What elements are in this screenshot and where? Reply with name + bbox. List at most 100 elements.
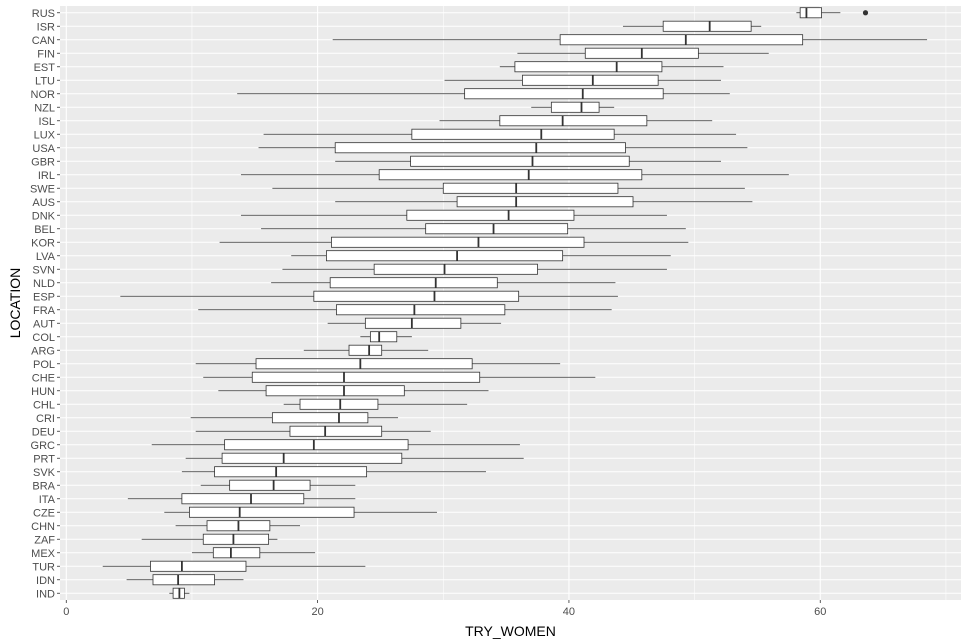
box-iqr — [799, 7, 822, 19]
y-tick-label: ZAF — [34, 534, 55, 546]
x-axis: 0 20 40 60 — [63, 600, 826, 618]
y-tick-label: FRA — [33, 305, 56, 317]
box-aus — [335, 196, 753, 208]
box-iqr — [214, 466, 368, 478]
x-tick-label: 60 — [814, 606, 826, 618]
y-tick-label: CAN — [32, 35, 55, 47]
y-tick-label: SVK — [33, 467, 56, 479]
box-isr — [622, 20, 762, 32]
box-iqr — [271, 412, 369, 424]
box-chl — [283, 398, 468, 410]
box-iqr — [224, 439, 409, 451]
y-tick-label: KOR — [31, 237, 55, 249]
x-tick-label: 20 — [311, 606, 323, 618]
box-arg — [303, 344, 429, 356]
box-iqr — [313, 290, 520, 302]
box-iqr — [410, 155, 630, 167]
box-can — [332, 34, 928, 46]
y-tick-label: POL — [33, 359, 55, 371]
y-tick-label: GRC — [31, 440, 56, 452]
y-tick-label: COL — [32, 332, 55, 344]
box-ita — [127, 493, 356, 505]
y-tick-label: USA — [32, 143, 55, 155]
box-est — [499, 61, 724, 73]
y-tick-label: BRA — [32, 480, 55, 492]
box-zaf — [141, 533, 278, 545]
box-tur — [102, 560, 366, 572]
box-lux — [263, 128, 737, 140]
y-tick-label: PRT — [33, 453, 55, 465]
box-iqr — [329, 277, 498, 289]
box-iqr — [364, 317, 462, 329]
y-tick-label: ESP — [33, 291, 55, 303]
x-axis-title: TRY_WOMEN — [465, 623, 556, 639]
y-tick-label: NLD — [33, 278, 55, 290]
y-tick-label: ISL — [38, 116, 55, 128]
box-iqr — [348, 344, 383, 356]
box-iqr — [373, 263, 538, 275]
box-nor — [237, 88, 730, 100]
y-tick-label: NZL — [34, 102, 55, 114]
y-tick-label: CZE — [33, 507, 55, 519]
box-iqr — [425, 223, 569, 235]
box-kor — [219, 236, 689, 248]
y-tick-label: GBR — [31, 156, 55, 168]
box-col — [360, 331, 412, 343]
y-tick-label: LUX — [34, 129, 56, 141]
box-hun — [218, 385, 489, 397]
box-iqr — [255, 358, 473, 370]
y-tick-label: LTU — [35, 75, 55, 87]
box-iqr — [456, 196, 634, 208]
box-cri — [190, 412, 399, 424]
box-mex — [191, 547, 316, 559]
box-gbr — [335, 155, 721, 167]
y-tick-label: HUN — [31, 386, 55, 398]
box-iqr — [152, 574, 215, 586]
x-tick-label: 40 — [563, 606, 575, 618]
y-tick-label: CRI — [36, 413, 55, 425]
y-tick-label: RUS — [32, 8, 55, 20]
y-tick-label: AUS — [32, 197, 55, 209]
y-tick-label: CHN — [31, 521, 55, 533]
box-svn — [282, 263, 667, 275]
box-swe — [272, 182, 745, 194]
box-iqr — [265, 385, 405, 397]
y-tick-label: IND — [36, 588, 55, 600]
y-tick-label: IDN — [36, 575, 55, 587]
y-tick-label: ITA — [39, 494, 56, 506]
y-tick-label: NOR — [31, 89, 56, 101]
box-deu — [195, 425, 431, 437]
y-tick-label: MEX — [31, 548, 56, 560]
box-iqr — [378, 169, 643, 181]
box-iqr — [336, 304, 506, 316]
box-iqr — [559, 34, 804, 46]
box-iqr — [442, 182, 619, 194]
x-tick-label: 0 — [63, 606, 69, 618]
outlier-point — [862, 10, 869, 16]
box-che — [203, 371, 596, 383]
box-iqr — [326, 250, 564, 262]
box-dnk — [240, 209, 667, 221]
box-pol — [195, 358, 561, 370]
box-iqr — [221, 452, 403, 464]
y-tick-label: EST — [34, 62, 56, 74]
box-cze — [164, 506, 437, 518]
box-nld — [271, 277, 616, 289]
box-iqr — [406, 209, 575, 221]
box-iqr — [331, 236, 585, 248]
box-iqr — [229, 479, 311, 491]
box-bra — [200, 479, 356, 491]
box-ind — [169, 587, 190, 599]
box-irl — [240, 169, 789, 181]
box-chn — [175, 520, 301, 532]
y-tick-label: ARG — [31, 345, 55, 357]
box-iqr — [202, 533, 269, 545]
box-prt — [185, 452, 524, 464]
y-tick-label: FIN — [37, 48, 55, 60]
box-lva — [291, 250, 671, 262]
box-aut — [327, 317, 502, 329]
box-iqr — [299, 398, 379, 410]
box-iqr — [522, 74, 659, 86]
y-tick-label: AUT — [33, 318, 55, 330]
